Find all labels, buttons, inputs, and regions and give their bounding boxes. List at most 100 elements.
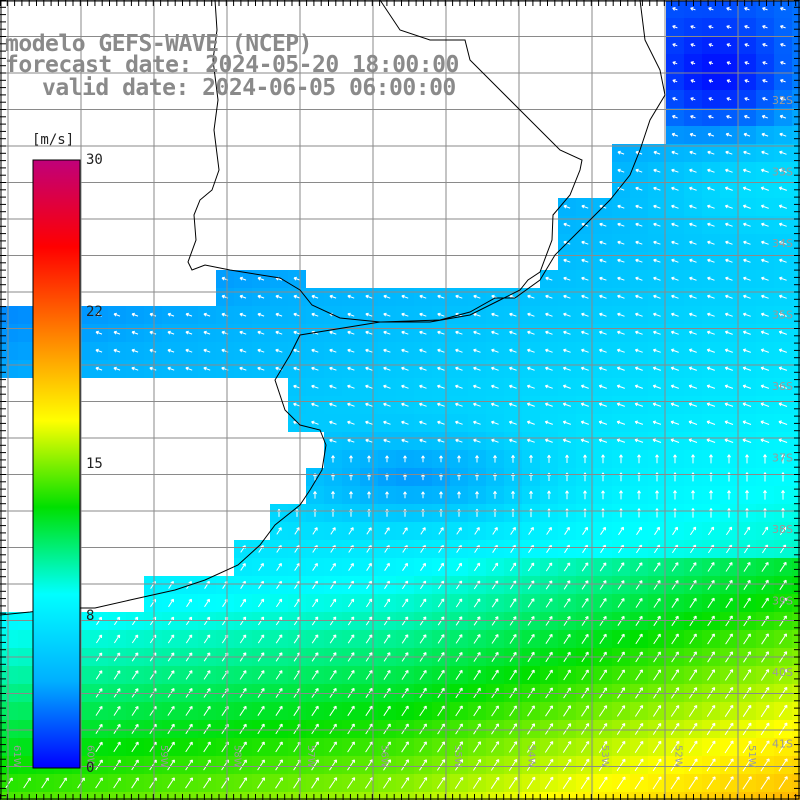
wind-arrow bbox=[563, 294, 571, 299]
longitude-label: 56W bbox=[379, 745, 390, 768]
wind-arrow bbox=[527, 723, 535, 735]
wind-arrow bbox=[761, 579, 769, 591]
wind-arrow bbox=[41, 777, 49, 789]
wind-arrow bbox=[472, 776, 482, 789]
wind-arrow bbox=[779, 150, 787, 155]
wind-arrow bbox=[708, 61, 714, 65]
wind-arrow bbox=[634, 384, 643, 389]
wind-arrow bbox=[113, 741, 121, 753]
wind-arrow bbox=[617, 330, 625, 335]
latitude-label: 39S bbox=[772, 595, 793, 608]
wind-arrow bbox=[690, 115, 696, 119]
wind-arrow bbox=[95, 777, 103, 789]
wind-arrow bbox=[778, 740, 788, 754]
wind-arrow bbox=[581, 633, 589, 644]
wind-arrow bbox=[491, 705, 499, 717]
longitude-label: 55W bbox=[452, 745, 463, 768]
wind-arrow bbox=[203, 777, 211, 789]
wind-arrow bbox=[419, 598, 427, 608]
wind-arrow bbox=[744, 114, 750, 119]
wind-arrow bbox=[742, 438, 752, 443]
wind-arrow bbox=[653, 330, 661, 335]
wind-arrow bbox=[276, 562, 282, 571]
forecast-date: forecast date: 2024-05-20 18:00:00 bbox=[5, 52, 459, 78]
wind-arrow bbox=[779, 526, 787, 536]
wind-arrow bbox=[401, 330, 409, 335]
wind-arrow bbox=[688, 384, 698, 389]
wind-speed-cell bbox=[792, 594, 800, 612]
wind-arrow bbox=[780, 7, 786, 11]
wind-arrow bbox=[760, 348, 769, 353]
wind-arrow bbox=[581, 562, 589, 572]
wind-arrow bbox=[293, 366, 301, 371]
wind-arrow bbox=[275, 705, 283, 716]
wind-arrow bbox=[689, 526, 697, 536]
wind-arrow bbox=[473, 562, 481, 572]
wind-arrow bbox=[707, 597, 715, 609]
wind-speed-cell bbox=[0, 720, 18, 738]
wind-arrow bbox=[779, 276, 787, 281]
wind-arrow bbox=[239, 294, 247, 299]
wind-arrow bbox=[743, 633, 751, 645]
wind-arrow bbox=[455, 705, 463, 717]
wind-arrow bbox=[365, 670, 373, 680]
wind-arrow bbox=[689, 150, 697, 155]
wind-arrow bbox=[563, 204, 571, 209]
wind-arrow bbox=[545, 312, 553, 317]
wind-arrow bbox=[617, 598, 625, 608]
wind-arrow bbox=[329, 420, 337, 425]
wind-arrow bbox=[706, 384, 716, 389]
wind-arrow bbox=[475, 491, 479, 499]
wind-arrow bbox=[493, 491, 497, 499]
wind-arrow bbox=[725, 132, 733, 137]
wind-arrow bbox=[311, 634, 319, 644]
wind-arrow bbox=[706, 330, 715, 335]
wind-arrow bbox=[562, 366, 571, 371]
wind-arrow bbox=[239, 670, 247, 680]
wind-arrow bbox=[689, 579, 697, 590]
wind-arrow bbox=[690, 7, 696, 11]
wind-arrow bbox=[743, 579, 751, 590]
wind-arrow bbox=[760, 704, 770, 718]
wind-arrow bbox=[490, 759, 500, 771]
wind-arrow bbox=[526, 384, 535, 389]
wind-arrow bbox=[761, 276, 769, 281]
wind-arrow bbox=[203, 366, 211, 371]
wind-arrow bbox=[113, 330, 121, 335]
wind-arrow bbox=[744, 61, 750, 65]
wind-arrow bbox=[456, 562, 462, 572]
wind-arrow bbox=[508, 776, 518, 789]
wind-arrow bbox=[580, 438, 590, 443]
wind-arrow bbox=[635, 580, 643, 590]
wind-vector-field bbox=[5, 7, 788, 790]
longitude-label: 52W bbox=[673, 745, 684, 768]
wind-arrow bbox=[706, 438, 716, 443]
wind-speed-cell bbox=[792, 360, 800, 378]
wind-arrow bbox=[778, 704, 788, 718]
wind-arrow bbox=[257, 598, 265, 608]
wind-arrow bbox=[707, 633, 715, 645]
wind-arrow bbox=[670, 348, 679, 353]
wind-arrow bbox=[672, 114, 678, 119]
wind-arrow bbox=[257, 741, 265, 753]
wind-arrow bbox=[365, 420, 373, 425]
wind-arrow bbox=[347, 723, 355, 735]
wind-arrow bbox=[778, 722, 788, 736]
wind-arrow bbox=[149, 366, 157, 371]
wind-arrow bbox=[329, 402, 337, 407]
wind-arrow bbox=[383, 420, 391, 425]
wind-arrow bbox=[492, 527, 498, 535]
wind-arrow bbox=[257, 348, 265, 353]
wind-arrow bbox=[347, 705, 355, 717]
wind-arrow bbox=[726, 97, 732, 101]
wind-arrow bbox=[724, 740, 734, 754]
wind-arrow bbox=[688, 402, 698, 407]
wind-arrow bbox=[727, 454, 731, 464]
wind-arrow bbox=[672, 97, 678, 101]
wind-arrow bbox=[599, 276, 607, 281]
wind-arrow bbox=[725, 168, 733, 173]
wind-arrow bbox=[654, 526, 660, 536]
wind-arrow bbox=[724, 312, 733, 317]
wind-arrow bbox=[707, 150, 715, 155]
wind-arrow bbox=[527, 633, 535, 644]
